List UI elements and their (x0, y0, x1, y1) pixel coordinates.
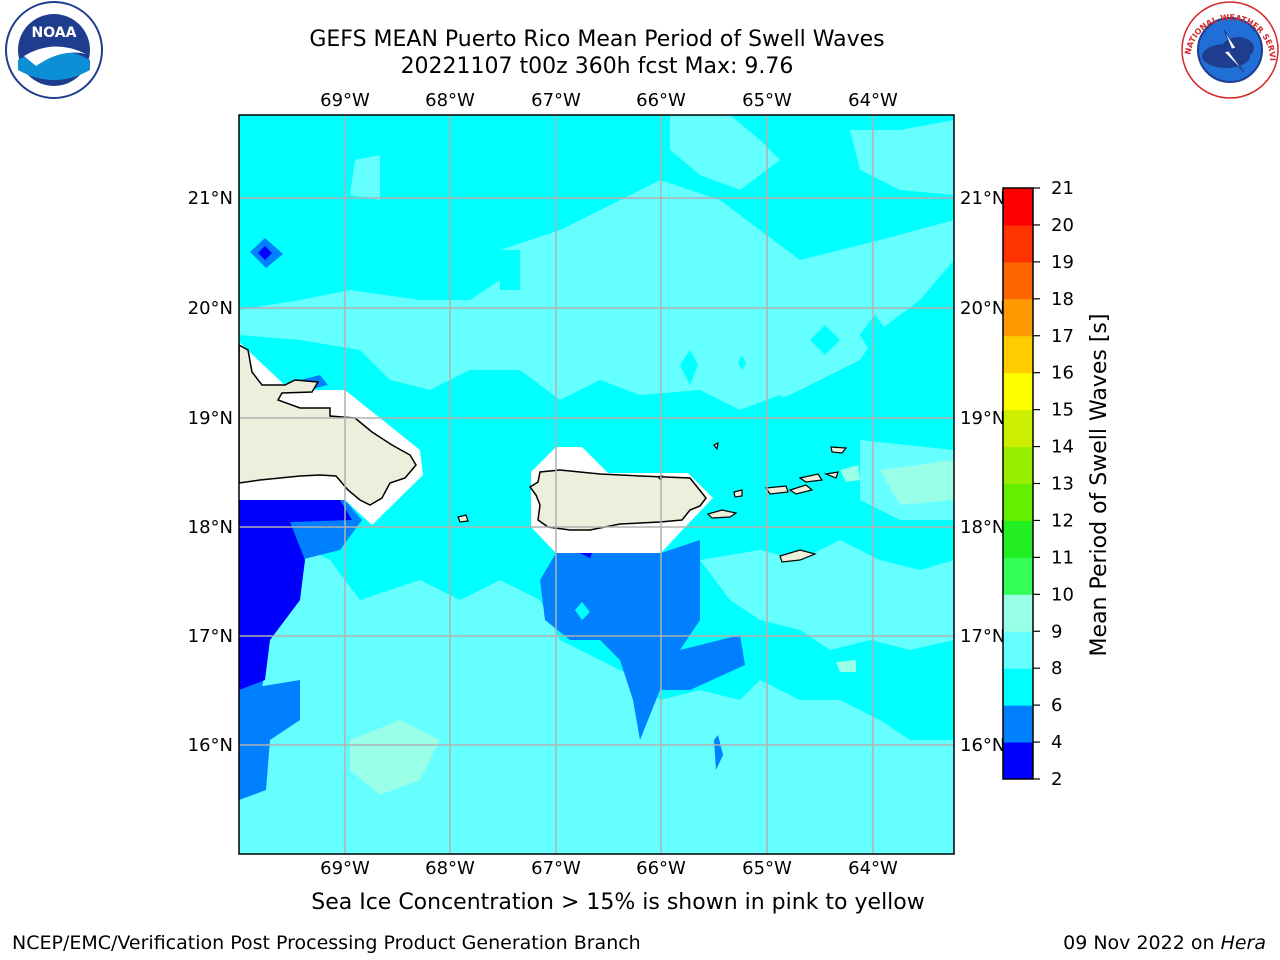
noaa-logo: NOAA (5, 1, 103, 99)
lat-label-right: 18°N (960, 517, 1005, 538)
lat-label-right: 16°N (960, 735, 1005, 756)
lon-label-top: 66°W (636, 90, 686, 111)
graticule (239, 115, 954, 854)
lon-label-bottom: 68°W (425, 858, 475, 879)
colorbar-segment (1003, 261, 1033, 300)
colorbar-segment (1003, 224, 1033, 263)
lat-label-right: 21°N (960, 188, 1005, 209)
colorbar: 2 4 6 8 9 10 11 12 13 14 15 16 17 18 19 20 21 (1002, 178, 1074, 790)
colorbar-tick-label: 6 (1051, 695, 1062, 716)
lon-label-top: 67°W (531, 90, 581, 111)
lat-label-right: 20°N (960, 298, 1005, 319)
colorbar-segment (1003, 188, 1033, 226)
noaa-logo-text: NOAA (32, 25, 77, 41)
lon-label-top: 65°W (742, 90, 792, 111)
lon-label-top: 69°W (320, 90, 370, 111)
colorbar-tick-label: 21 (1051, 178, 1074, 199)
colorbar-segment (1003, 409, 1033, 448)
period-field-2-4 (239, 246, 592, 690)
hispaniola-land (239, 344, 417, 506)
colorbar-tick-label: 18 (1051, 289, 1074, 310)
colorbar-segment (1003, 335, 1033, 374)
colorbar-tick-label: 13 (1051, 474, 1074, 495)
lon-label-top: 68°W (425, 90, 475, 111)
sea-ice-note: Sea Ice Concentration > 15% is shown in … (311, 890, 925, 915)
colorbar-segment (1003, 631, 1033, 669)
colorbar-segment (1003, 594, 1033, 632)
map-title: GEFS MEAN Puerto Rico Mean Period of Swe… (309, 27, 885, 52)
colorbar-tick-label: 19 (1051, 252, 1074, 273)
credit-text: NCEP/EMC/Verification Post Processing Pr… (12, 932, 641, 954)
lon-label-bottom: 67°W (531, 858, 581, 879)
lat-label-left: 19°N (188, 408, 233, 429)
colorbar-tick-label: 14 (1051, 437, 1074, 458)
lon-label-bottom: 66°W (636, 858, 686, 879)
colorbar-segment (1003, 298, 1033, 337)
colorbar-segment (1003, 742, 1033, 780)
lat-label-right: 17°N (960, 626, 1005, 647)
lat-label-left: 16°N (188, 735, 233, 756)
lat-label-left: 20°N (188, 298, 233, 319)
host-text: Hera (1220, 932, 1266, 954)
lon-label-bottom: 65°W (742, 858, 792, 879)
colorbar-tick-label: 9 (1051, 621, 1062, 642)
colorbar-tick-label: 20 (1051, 215, 1074, 236)
lat-label-left: 18°N (188, 517, 233, 538)
lat-label-left: 17°N (188, 626, 233, 647)
colorbar-tick-label: 8 (1051, 658, 1062, 679)
map-frame (238, 114, 955, 855)
colorbar-segment (1003, 557, 1033, 595)
colorbar-tick-label: 15 (1051, 400, 1074, 421)
colorbar-tick-label: 4 (1051, 732, 1062, 753)
mona-island (457, 514, 469, 523)
colorbar-segment (1003, 483, 1033, 521)
lat-label-right: 19°N (960, 408, 1005, 429)
colorbar-tick-label: 12 (1051, 510, 1074, 531)
colorbar-tick-label: 16 (1051, 363, 1074, 384)
virgin-islands (656, 441, 848, 563)
colorbar-segment (1003, 520, 1033, 558)
lon-label-bottom: 64°W (848, 858, 898, 879)
colorbar-tick-label: 2 (1051, 769, 1062, 790)
colorbar-segment (1003, 446, 1033, 484)
lon-label-bottom: 69°W (320, 858, 370, 879)
lat-label-left: 21°N (188, 188, 233, 209)
date-text: 09 Nov 2022 on (1063, 932, 1215, 954)
colorbar-segment (1003, 705, 1033, 743)
colorbar-segment (1003, 668, 1033, 706)
colorbar-tick-label: 17 (1051, 326, 1074, 347)
colorbar-tick-label: 10 (1051, 584, 1074, 605)
map-subtitle: 20221107 t00z 360h fcst Max: 9.76 (400, 54, 794, 79)
colorbar-label: Mean Period of Swell Waves [s] (1087, 314, 1112, 657)
period-field-9-10 (350, 460, 954, 795)
lon-label-top: 64°W (848, 90, 898, 111)
nws-logo: NATIONAL WEATHER SERVICE (1180, 0, 1279, 99)
puerto-rico-land (528, 469, 707, 531)
colorbar-segment (1003, 372, 1033, 411)
colorbar-tick-label: 11 (1051, 547, 1074, 568)
